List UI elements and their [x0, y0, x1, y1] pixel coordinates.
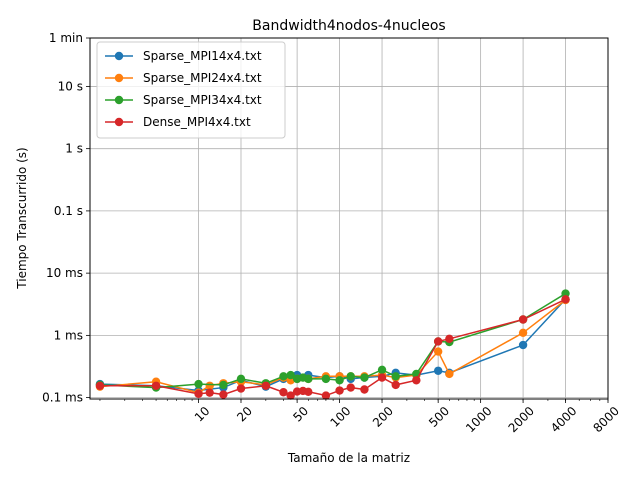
- chart-title: Bandwidth4nodos-4nucleos: [252, 18, 445, 34]
- data-point: [360, 373, 369, 382]
- legend-marker: [114, 117, 124, 127]
- data-point: [286, 370, 295, 380]
- data-point: [433, 337, 443, 346]
- y-axis-ticks: 0.1 ms 1 ms 10 ms 0.1 s 1 s 10 s 1 min: [42, 31, 90, 405]
- data-point: [445, 334, 454, 344]
- data-point: [279, 372, 288, 381]
- data-point: [518, 328, 528, 338]
- data-point: [194, 389, 203, 399]
- data-point: [321, 391, 331, 400]
- series-4: [95, 295, 570, 400]
- legend-label: Dense_MPI4x4.txt: [143, 115, 251, 129]
- legend: Sparse_MPI14x4.txt Sparse_MPI24x4.txt Spar…: [96, 41, 286, 139]
- data-point: [346, 383, 355, 392]
- series-line: [99, 292, 566, 389]
- data-point: [518, 315, 528, 324]
- data-point: [433, 366, 443, 375]
- data-point: [391, 372, 400, 381]
- legend-label: Sparse_MPI14x4.txt: [143, 49, 262, 63]
- data-point: [279, 388, 288, 397]
- data-point: [335, 376, 344, 385]
- data-point: [412, 376, 421, 385]
- data-point: [433, 347, 443, 356]
- data-point: [335, 386, 344, 395]
- data-point: [561, 289, 570, 298]
- data-point: [151, 381, 161, 390]
- data-point: [377, 373, 387, 382]
- data-point: [194, 379, 203, 389]
- y-tick-label: 10 s: [58, 79, 83, 93]
- data-point: [321, 374, 331, 384]
- data-point: [518, 340, 528, 350]
- data-point: [205, 388, 214, 397]
- data-point: [445, 369, 454, 379]
- legend-marker: [114, 95, 124, 105]
- y-tick-label: 1 min: [49, 31, 83, 45]
- legend-box: [96, 41, 286, 139]
- plot-frame: [89, 37, 609, 400]
- data-point: [236, 384, 246, 393]
- data-point: [304, 387, 313, 396]
- legend-label: Sparse_MPI34x4.txt: [143, 93, 262, 107]
- data-point: [95, 381, 105, 390]
- data-point: [391, 380, 400, 390]
- y-tick-label: 10 ms: [46, 266, 83, 280]
- y-tick-label: 0.1 s: [54, 204, 83, 218]
- legend-marker: [114, 73, 124, 83]
- data-point: [304, 374, 313, 384]
- data-point: [561, 295, 570, 304]
- legend-marker: [114, 51, 124, 61]
- y-tick-label: 1 ms: [54, 328, 83, 342]
- y-axis-label: Tiempo Transcurrido (s): [15, 147, 29, 289]
- x-axis-label: Tamaño de la matriz: [287, 451, 410, 465]
- data-point: [377, 365, 387, 374]
- data-point: [261, 381, 271, 390]
- data-point: [286, 391, 295, 400]
- data-point: [346, 372, 355, 381]
- data-point: [236, 374, 246, 384]
- y-tick-label: 0.1 ms: [42, 391, 83, 405]
- data-point: [219, 390, 228, 399]
- data-point: [360, 385, 369, 394]
- legend-label: Sparse_MPI24x4.txt: [143, 71, 262, 85]
- data-point: [219, 380, 228, 390]
- series-layer: [95, 289, 570, 400]
- y-tick-label: 1 s: [65, 142, 83, 156]
